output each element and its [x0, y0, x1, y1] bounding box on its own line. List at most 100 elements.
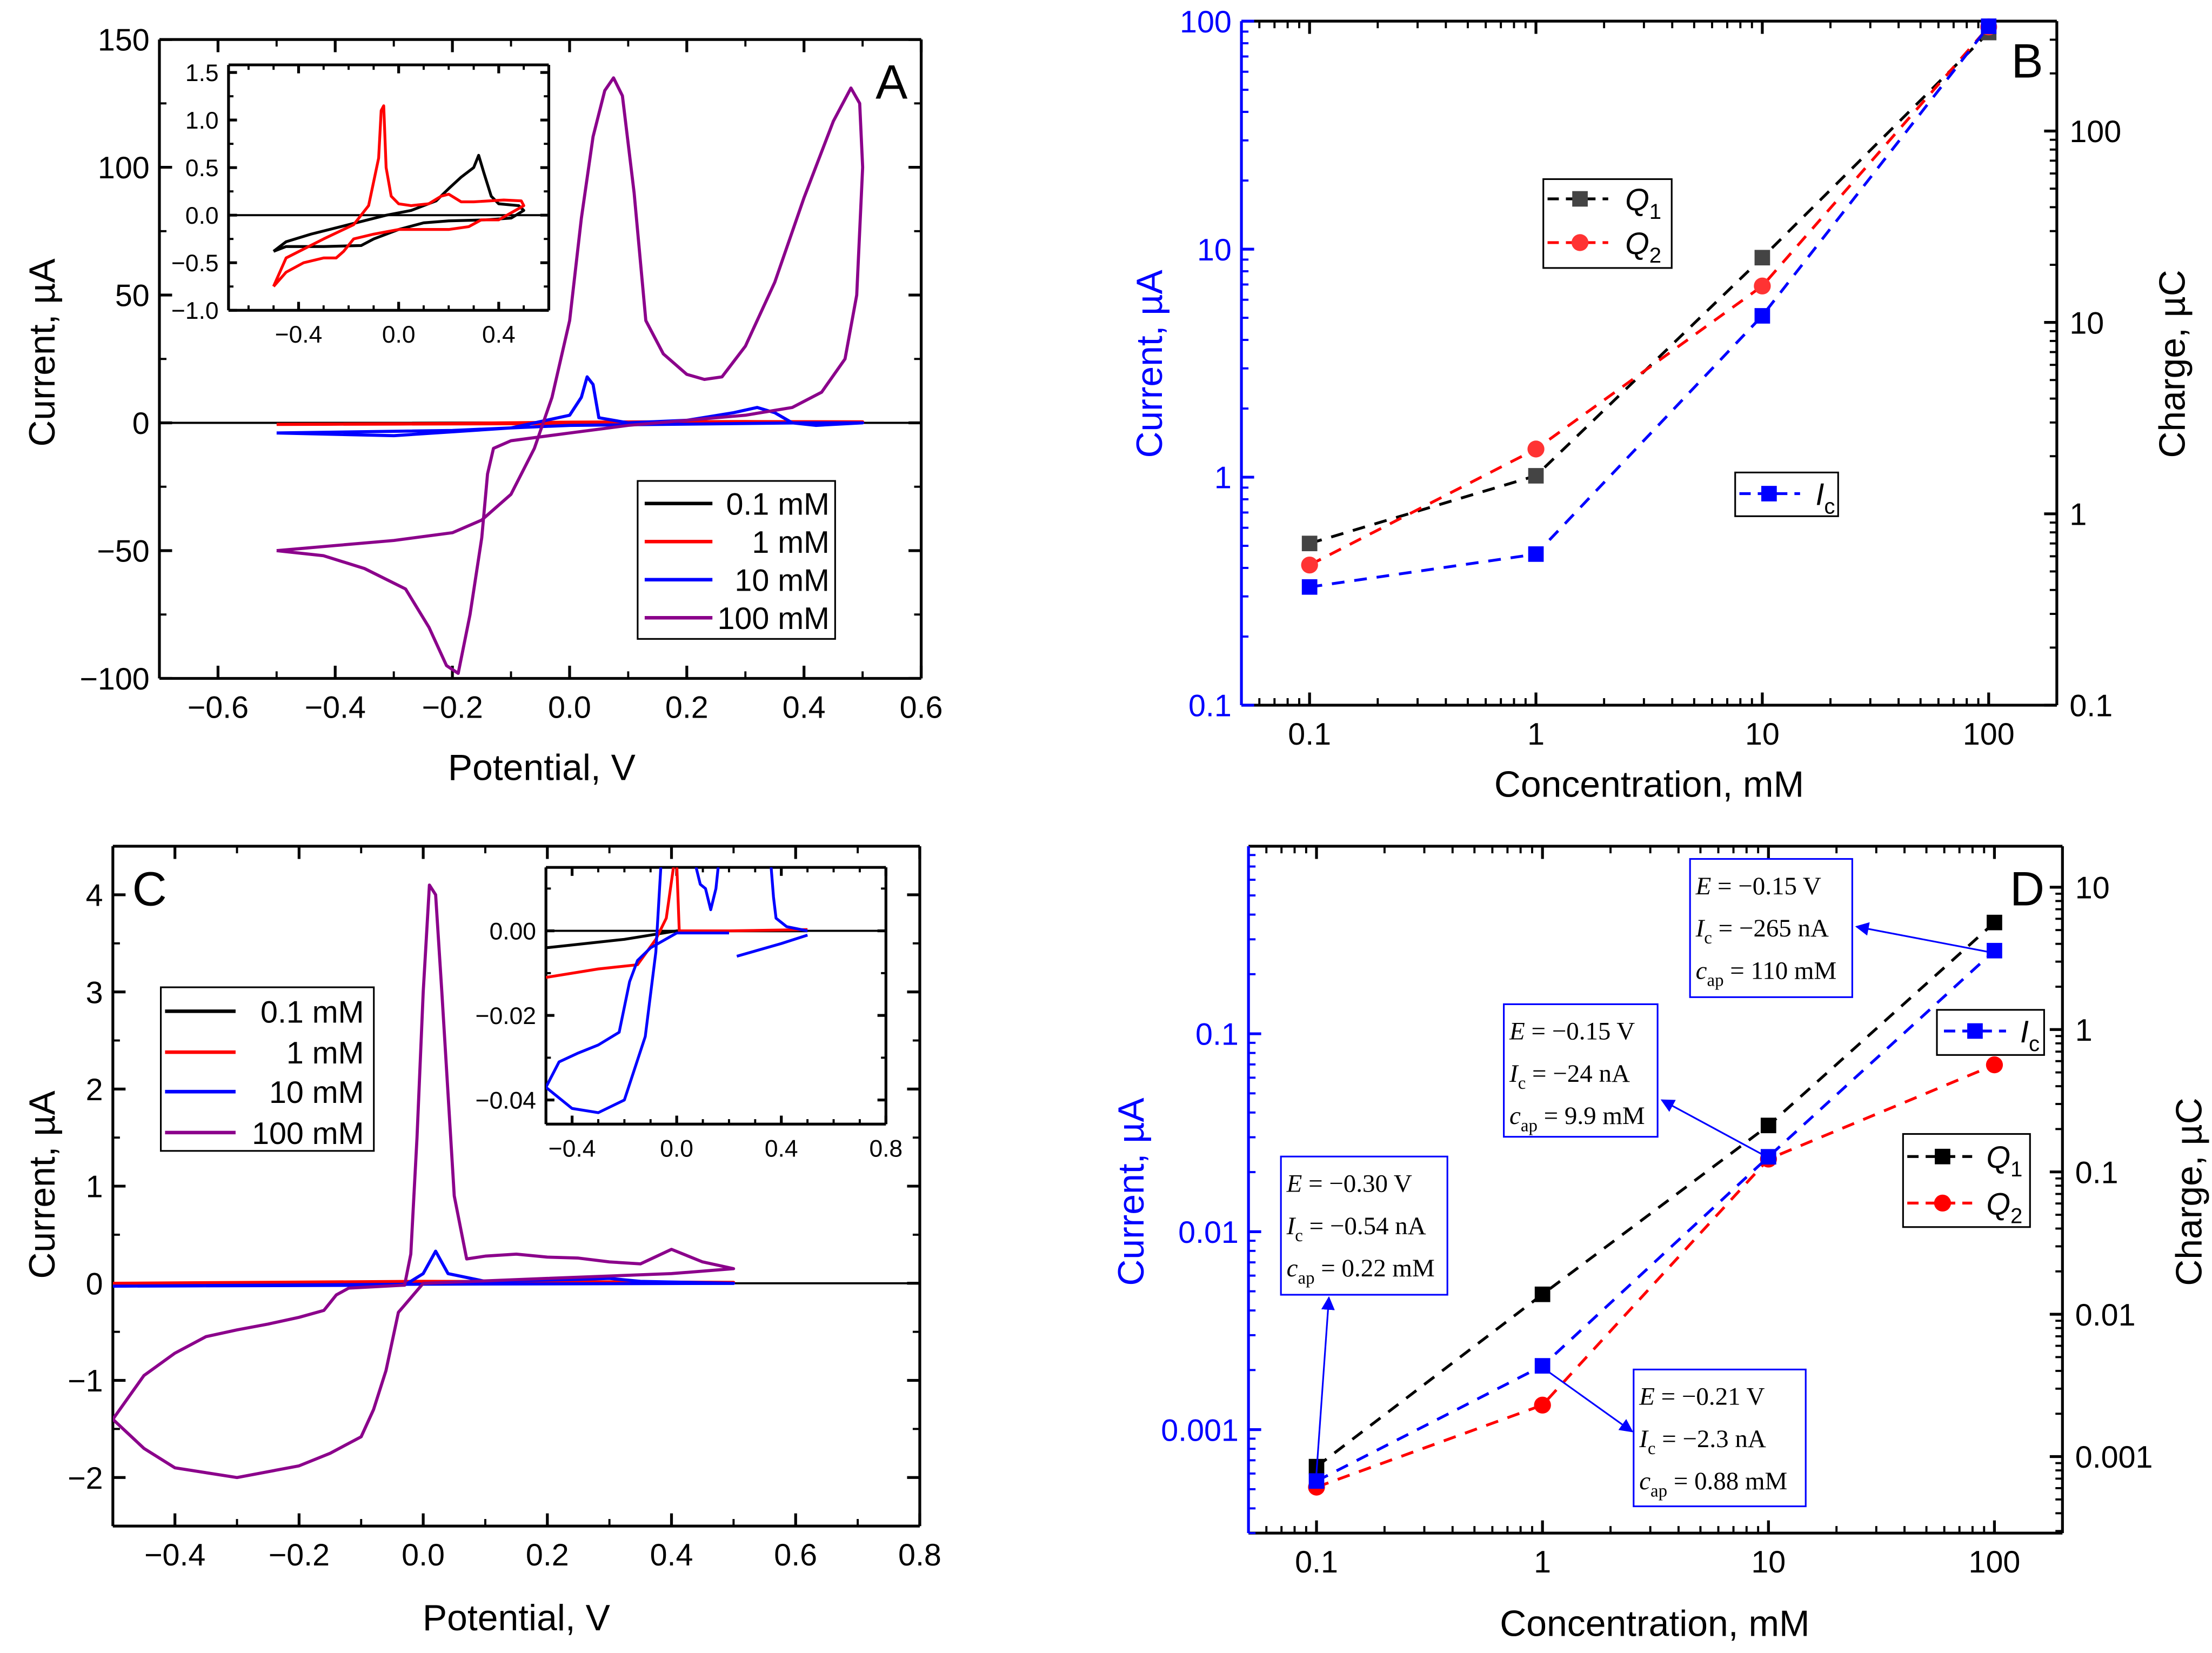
panel-letter: B	[2011, 35, 2043, 88]
annotation-line: Ic = −2.3 nA	[1639, 1425, 1766, 1458]
series-group	[112, 883, 736, 1480]
x-axis-label: Concentration, mM	[1500, 1604, 1809, 1644]
x-tick-label: 0.8	[898, 1538, 941, 1572]
legend-label: Ic	[1815, 477, 1835, 518]
legend-box	[637, 480, 836, 640]
data-point-q1	[1528, 468, 1544, 484]
y2-tick-label: 1	[2069, 498, 2087, 532]
data-point-q2	[1986, 1056, 2003, 1074]
y2-tick-label: 1	[2075, 1013, 2093, 1048]
y-tick-label: −100	[79, 662, 149, 697]
cv-curve-10-mm	[770, 867, 808, 933]
value-text: = −0.21 V	[1655, 1383, 1765, 1411]
x-tick-label: 0.6	[900, 691, 943, 725]
y2-tick-label: 10	[2069, 306, 2104, 340]
symbol: Q	[1625, 226, 1649, 261]
symbol: c	[1287, 1254, 1298, 1282]
x-tick-label: 1	[1527, 717, 1545, 752]
inset-plot: −0.4 0.0 0.4 0.8 −0.04 −0.02 0.00	[476, 866, 903, 1162]
x-axis-label: Potential, V	[423, 1598, 610, 1638]
data-point-q2	[1534, 1396, 1551, 1414]
panel-c-cyclic-voltammograms: −0.4 −0.2 0.0 0.2 0.4 0.6 0.8 −2 −1 0 1 2 3 4 0.1 mM 1 …	[22, 845, 941, 1638]
value-text: = −265 nA	[1712, 914, 1829, 942]
y-tick-label: 0.00	[490, 919, 536, 945]
annotation-line: cap = 110 mM	[1696, 956, 1837, 990]
legend-label: 10 mM	[734, 564, 829, 598]
y2-axis-label: Charge, µC	[2152, 270, 2193, 458]
subscript: c	[2029, 1032, 2040, 1056]
series-line-q1	[1309, 31, 1990, 545]
x-tick-label: −0.2	[422, 691, 483, 725]
y-axis-label: Current, µA	[22, 1090, 63, 1279]
panel-b-current-charge-vs-concentration: 0.1 1 10 1000.11101000.1110100Q1Q2IcBConcen…	[1130, 5, 2193, 805]
y-tick-label: 2	[86, 1073, 103, 1107]
x-tick-label: 0.4	[482, 322, 516, 348]
y-tick-label: 0.001	[1161, 1413, 1239, 1448]
x-tick-label: 10	[1751, 1545, 1786, 1580]
y-tick-label: −1.0	[171, 298, 219, 324]
symbol: I	[1639, 1425, 1649, 1453]
cv-curve-10-mm	[276, 375, 865, 438]
legend-label: Ic	[2020, 1015, 2040, 1056]
subscript: 2	[1649, 243, 1661, 267]
annotation-box	[1633, 1368, 1807, 1508]
y-tick-label: −2	[68, 1461, 103, 1496]
symbol: I	[1695, 914, 1706, 942]
annotation-line: E = −0.30 V	[1286, 1170, 1412, 1198]
value-text: = −0.15 V	[1711, 872, 1821, 900]
y-tick-label: 1	[86, 1170, 103, 1204]
inset-plot: −0.4 0.0 0.4 −1.0 −0.5 0.0 0.5 1.0 1.5	[171, 60, 551, 348]
annotation-line: cap = 0.88 mM	[1639, 1467, 1787, 1501]
subscript: 1	[2010, 1157, 2022, 1181]
annotation-line: Ic = −24 nA	[1509, 1060, 1630, 1093]
legend-label: 100 mM	[717, 601, 829, 636]
x-tick-label: 0.1	[1288, 717, 1331, 752]
subscript: c	[1704, 928, 1712, 948]
annotation-box	[1280, 1155, 1448, 1296]
data-point-ic	[1981, 18, 1997, 34]
subscript: ap	[1707, 971, 1723, 991]
cv-curve-100-mm	[112, 883, 736, 1480]
panel-letter: C	[132, 862, 167, 916]
y2-tick-label: 100	[2069, 115, 2121, 149]
x-tick-label: 100	[1969, 1545, 2021, 1580]
legend-label: Q2	[1986, 1187, 2022, 1228]
y-tick-label: 0	[132, 406, 150, 441]
value-text: = −0.54 nA	[1303, 1212, 1426, 1240]
legend-label: Q2	[1625, 226, 1661, 267]
y-tick-label: 0.1	[1195, 1018, 1239, 1052]
legend: Ic	[1734, 471, 1839, 518]
series-group	[276, 76, 865, 675]
series-line-q2	[1316, 1063, 1995, 1489]
subscript: 2	[2010, 1203, 2022, 1228]
subscript: c	[1295, 1226, 1303, 1246]
x-tick-label: 0.6	[774, 1538, 817, 1572]
panel-a-cyclic-voltammograms: −0.6 −0.4 −0.2 0.0 0.2 0.4 0.6 −100 −50 0 50 100 150…	[22, 23, 943, 788]
legend-label: 100 mM	[252, 1116, 364, 1151]
legend-box	[1902, 1133, 2031, 1228]
symbol: Q	[1986, 1187, 2010, 1221]
series-group	[546, 867, 808, 1114]
annotation-box	[1689, 858, 1853, 998]
y-tick-label: 10	[1197, 233, 1232, 267]
subscript: ap	[1298, 1268, 1314, 1288]
series-line-q2	[1308, 26, 1990, 566]
x-axis-label: Concentration, mM	[1494, 765, 1804, 805]
y-axis-label: Current, µA	[22, 258, 63, 447]
series-line-ic	[1315, 949, 1996, 1483]
x-tick-label: 0.8	[869, 1135, 903, 1162]
legend-marker	[1967, 1023, 1983, 1039]
subscript: ap	[1650, 1481, 1667, 1501]
y-tick-label: 1.5	[185, 60, 219, 86]
legend-label: Q1	[1625, 183, 1661, 224]
data-point-ic	[1987, 942, 2002, 959]
legend-marker	[1934, 1194, 1952, 1212]
annotation-box	[1503, 1003, 1659, 1138]
x-tick-label: 0.1	[1295, 1545, 1338, 1580]
subscript: 1	[1649, 199, 1661, 224]
